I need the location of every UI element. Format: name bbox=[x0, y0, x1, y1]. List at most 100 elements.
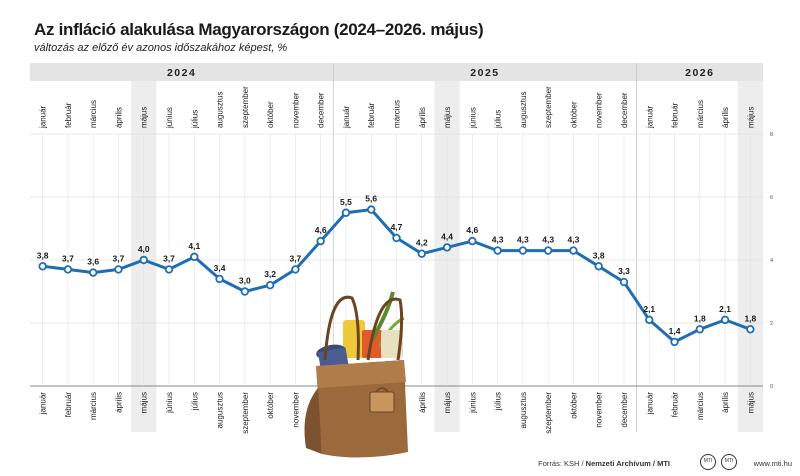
month-label-top: június bbox=[468, 107, 477, 129]
y-tick-label: 6 bbox=[770, 195, 773, 201]
data-label: 4,3 bbox=[542, 235, 554, 245]
month-label-top: május bbox=[443, 107, 452, 128]
month-label-bottom: április bbox=[721, 392, 730, 413]
chart-title: Az infláció alakulása Magyarországon (20… bbox=[34, 20, 484, 39]
month-label-bottom: május bbox=[443, 392, 452, 413]
month-label-top: november bbox=[595, 92, 604, 128]
data-point bbox=[417, 249, 426, 258]
year-label: 2024 bbox=[167, 67, 196, 79]
data-point bbox=[543, 246, 553, 255]
data-point bbox=[190, 252, 199, 262]
month-label-top: március bbox=[696, 100, 705, 128]
month-label-top: október bbox=[569, 101, 578, 128]
data-point bbox=[265, 281, 275, 290]
shopping-bag-icon bbox=[304, 291, 408, 458]
data-label: 5,5 bbox=[340, 197, 352, 207]
data-point bbox=[215, 274, 224, 284]
data-label: 3,6 bbox=[87, 257, 99, 267]
month-label-top: november bbox=[291, 92, 300, 128]
month-label-top: január bbox=[645, 105, 654, 129]
data-label: 1,8 bbox=[694, 313, 706, 323]
month-label-top: április bbox=[418, 107, 427, 128]
month-label-top: szeptember bbox=[241, 86, 250, 128]
source-credit: Forrás: KSH / Nemzeti Archívum / MTI bbox=[538, 459, 670, 468]
data-point bbox=[518, 246, 528, 255]
month-label-bottom: május bbox=[746, 392, 755, 413]
month-label-bottom: február bbox=[64, 392, 73, 418]
month-label-top: augusztus bbox=[519, 92, 528, 128]
month-label-top: március bbox=[89, 100, 98, 128]
y-tick-label: 4 bbox=[770, 258, 773, 264]
logo-text-2: MTI bbox=[724, 458, 734, 464]
data-point bbox=[468, 236, 477, 246]
data-point bbox=[63, 265, 73, 274]
month-label-bottom: június bbox=[165, 392, 174, 414]
y-tick-label: 0 bbox=[770, 384, 773, 390]
data-label: 4,3 bbox=[492, 235, 504, 245]
data-point bbox=[88, 268, 98, 277]
month-label-top: június bbox=[165, 107, 174, 129]
data-point bbox=[594, 262, 603, 271]
month-label-bottom: március bbox=[696, 392, 705, 420]
data-point bbox=[645, 315, 654, 325]
month-label-top: április bbox=[114, 107, 123, 128]
month-label-bottom: szeptember bbox=[544, 392, 553, 434]
data-label: 3,0 bbox=[239, 276, 251, 286]
data-label: 3,7 bbox=[289, 253, 301, 263]
month-label-bottom: október bbox=[266, 392, 275, 419]
data-point bbox=[367, 205, 376, 214]
month-label-top: május bbox=[140, 107, 149, 128]
data-point bbox=[720, 315, 730, 325]
website-link[interactable]: www.mti.hu bbox=[753, 459, 792, 468]
month-label-bottom: november bbox=[291, 392, 300, 428]
data-label: 3,8 bbox=[593, 250, 605, 260]
data-label: 4,3 bbox=[517, 235, 529, 245]
data-point bbox=[341, 208, 351, 217]
data-point bbox=[38, 262, 47, 271]
year-label: 2026 bbox=[685, 67, 714, 79]
month-label-bottom: március bbox=[89, 392, 98, 420]
data-point bbox=[114, 265, 123, 274]
data-label: 3,7 bbox=[163, 253, 175, 263]
data-point bbox=[493, 246, 502, 255]
month-label-top: február bbox=[671, 102, 680, 128]
source-bold: Nemzeti Archívum / MTI bbox=[585, 459, 670, 468]
month-label-top: április bbox=[721, 107, 730, 128]
month-label-bottom: április bbox=[418, 392, 427, 413]
month-label-bottom: szeptember bbox=[241, 392, 250, 434]
data-label: 3,4 bbox=[214, 263, 226, 273]
month-label-top: július bbox=[190, 110, 199, 129]
month-label-top: október bbox=[266, 101, 275, 128]
data-label: 4,3 bbox=[568, 235, 580, 245]
y-tick-label: 8 bbox=[770, 132, 773, 138]
data-point bbox=[619, 277, 629, 287]
month-label-bottom: január bbox=[39, 392, 48, 416]
data-point bbox=[392, 233, 401, 243]
month-label-top: január bbox=[39, 105, 48, 129]
data-label: 4,4 bbox=[441, 231, 453, 241]
month-label-top: január bbox=[342, 105, 351, 129]
month-label-bottom: augusztus bbox=[216, 392, 225, 428]
month-label-top: augusztus bbox=[216, 92, 225, 128]
month-label-bottom: augusztus bbox=[519, 392, 528, 428]
month-label-top: május bbox=[746, 107, 755, 128]
month-label-top: február bbox=[367, 102, 376, 128]
month-label-bottom: július bbox=[494, 392, 503, 411]
data-point bbox=[291, 265, 300, 274]
source-prefix: Forrás: KSH / bbox=[538, 459, 586, 468]
data-point bbox=[240, 287, 250, 296]
data-point bbox=[442, 243, 452, 252]
data-point bbox=[695, 325, 705, 334]
data-point bbox=[670, 337, 679, 347]
y-tick-label: 2 bbox=[770, 321, 773, 327]
month-label-bottom: december bbox=[620, 392, 629, 428]
month-label-top: december bbox=[620, 92, 629, 128]
data-label: 3,7 bbox=[113, 253, 125, 263]
year-band bbox=[30, 63, 763, 81]
data-label: 4,1 bbox=[188, 241, 200, 251]
data-label: 4,7 bbox=[391, 222, 403, 232]
data-label: 3,2 bbox=[264, 269, 276, 279]
month-label-bottom: július bbox=[190, 392, 199, 411]
month-label-bottom: november bbox=[595, 392, 604, 428]
